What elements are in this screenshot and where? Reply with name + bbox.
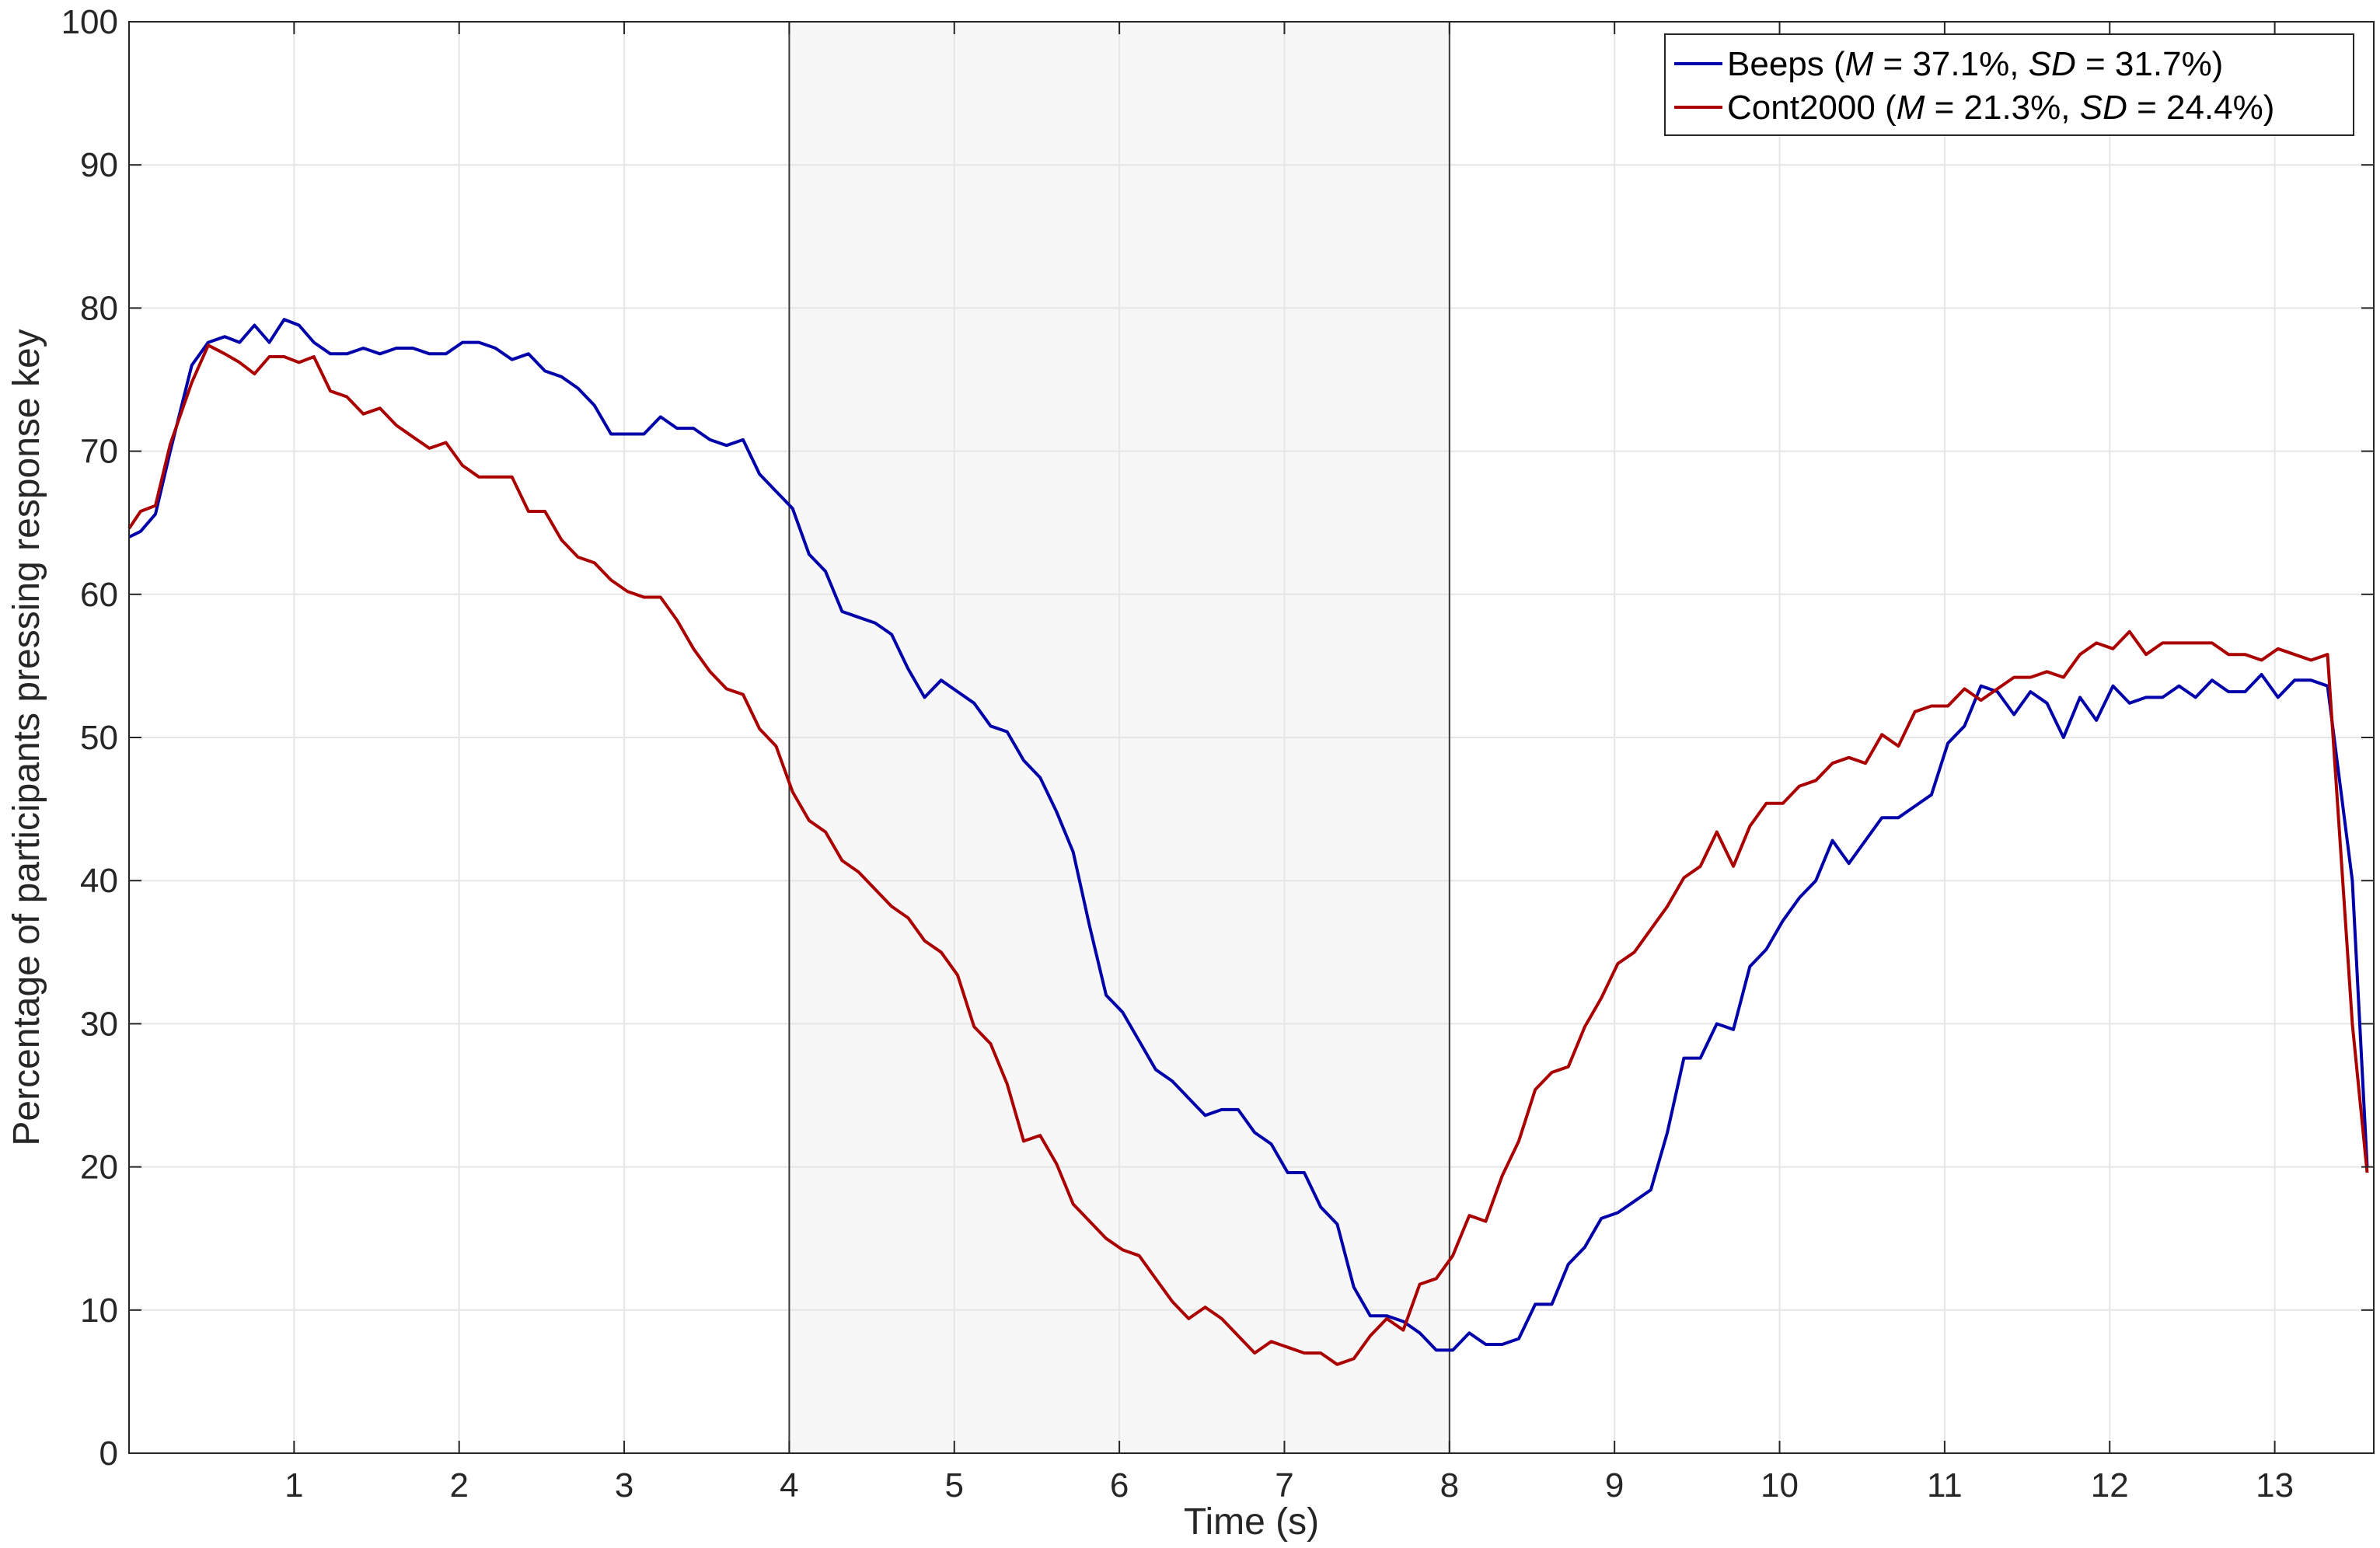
x-tick-label: 4: [780, 1466, 798, 1504]
y-tick-label: 70: [80, 433, 118, 471]
y-tick-label: 50: [80, 719, 118, 757]
interval-boundaries: [788, 22, 1450, 1453]
legend-stat-symbol: SD: [2080, 89, 2127, 127]
legend-text-part: = 31.7%): [2076, 45, 2224, 83]
legend-label-cont2000: Cont2000 (M = 21.3%, SD = 24.4%): [1727, 89, 2274, 127]
x-tick-label: 13: [2256, 1466, 2294, 1504]
x-tick-label: 11: [1927, 1466, 1963, 1504]
legend-label-beeps: Beeps (M = 37.1%, SD = 31.7%): [1727, 45, 2223, 83]
x-tick-label: 5: [945, 1466, 964, 1504]
tick-marks: [129, 21, 2374, 1454]
legend-text-part: = 37.1%,: [1873, 45, 2028, 83]
plot-area: [127, 21, 2375, 1454]
legend-box: [1664, 33, 2354, 136]
legend-stat-symbol: M: [1845, 45, 1874, 83]
y-tick-label: 40: [80, 862, 118, 900]
y-axis-label: Percentage of participants pressing resp…: [6, 329, 47, 1145]
x-tick-label: 8: [1440, 1466, 1459, 1504]
y-tick-label: 100: [61, 3, 118, 41]
legend-text-part: Cont2000 (: [1727, 89, 1897, 127]
x-tick-label: 9: [1605, 1466, 1624, 1504]
x-tick-label: 2: [449, 1466, 468, 1504]
x-tick-label: 7: [1275, 1466, 1293, 1504]
y-tick-label: 10: [80, 1292, 118, 1330]
legend-text-part: Beeps (: [1727, 45, 1845, 83]
y-tick-label: 20: [80, 1149, 118, 1187]
y-tick-label: 90: [80, 146, 118, 184]
x-tick-labels: 1 2 3 4 5 6 7 8 9 10 11 12 13: [284, 1466, 2294, 1504]
legend-text-part: = 21.3%,: [1925, 89, 2079, 127]
y-tick-label: 80: [80, 289, 118, 327]
y-tick-labels: 0 10 20 30 40 50 60 70 80 90 100: [61, 3, 118, 1473]
series-line-beeps: [128, 318, 2369, 1352]
x-tick-label: 12: [2091, 1466, 2129, 1504]
y-tick-label: 0: [99, 1435, 118, 1473]
x-tick-label: 6: [1110, 1466, 1129, 1504]
series-line-cont2000: [127, 343, 2369, 1366]
y-tick-label: 60: [80, 576, 118, 614]
legend-text-part: = 24.4%): [2127, 89, 2275, 127]
x-axis-label: Time (s): [1184, 1501, 1319, 1543]
x-tick-label: 10: [1761, 1466, 1799, 1504]
series-lines: [127, 318, 2369, 1366]
legend-stat-symbol: SD: [2029, 45, 2076, 83]
legend: Beeps (M = 37.1%, SD = 31.7%)Cont2000 (M…: [1664, 33, 2354, 136]
x-tick-label: 1: [284, 1466, 303, 1504]
legend-stat-symbol: M: [1897, 89, 1925, 127]
y-tick-label: 30: [80, 1005, 118, 1043]
x-tick-label: 3: [615, 1466, 633, 1504]
